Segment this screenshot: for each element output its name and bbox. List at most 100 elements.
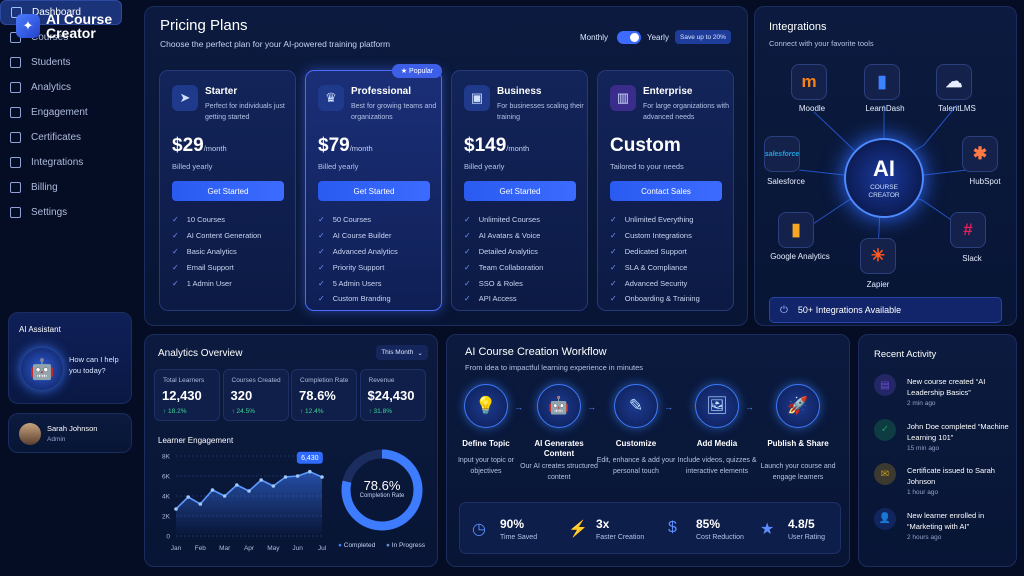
monthly-label[interactable]: Monthly bbox=[580, 33, 609, 42]
stat-card-completion-rate: Completion Rate 78.6% ↑ 12.4% bbox=[291, 369, 357, 421]
talentlms-icon[interactable]: ☁ bbox=[936, 64, 972, 100]
robot-icon[interactable]: 🤖 bbox=[537, 384, 581, 428]
y-tick-label: 2K bbox=[162, 514, 171, 521]
stat-label: Completion Rate bbox=[300, 377, 349, 384]
activity-time: 2 min ago bbox=[907, 400, 936, 407]
metric-value: 3x bbox=[596, 517, 610, 531]
data-point bbox=[259, 478, 263, 482]
course-icon: ▤ bbox=[874, 374, 896, 396]
price-amount: $79 bbox=[318, 135, 350, 156]
billing-note: Billed yearly bbox=[318, 162, 359, 171]
lightning-icon: ⚡ bbox=[568, 521, 588, 538]
period-dropdown[interactable]: This Month ⌄ bbox=[376, 345, 428, 360]
moodle-icon[interactable]: m bbox=[791, 64, 827, 100]
sidebar-item-integrations[interactable]: Integrations bbox=[0, 150, 122, 175]
get-started-button[interactable]: Get Started bbox=[172, 181, 284, 201]
pencil-icon[interactable]: ✎ bbox=[614, 384, 658, 428]
metric-value: 85% bbox=[696, 517, 721, 531]
hubspot-icon[interactable]: ✱ bbox=[962, 136, 998, 172]
image-icon[interactable]: 🖼 bbox=[695, 384, 739, 428]
certificate-icon: ✉ bbox=[874, 463, 896, 485]
salesforce-icon[interactable]: salesforce bbox=[764, 136, 800, 172]
step-title: Add Media bbox=[696, 439, 738, 448]
integration-label: LearnDash bbox=[865, 104, 905, 113]
metric-value: 4.8/5 bbox=[788, 517, 815, 531]
plan-name: Starter bbox=[205, 86, 238, 97]
feature-item: API Access bbox=[464, 291, 543, 307]
get-started-button[interactable]: Get Started bbox=[318, 181, 430, 201]
data-point bbox=[308, 469, 312, 474]
feature-item: 1 Admin User bbox=[172, 275, 261, 291]
plan-card-business: ▣ Business For businesses scaling their tr… bbox=[451, 70, 588, 311]
stat-label: Courses Created bbox=[231, 377, 281, 384]
step-title: Publish & Share bbox=[767, 439, 829, 448]
yearly-label[interactable]: Yearly bbox=[647, 33, 669, 42]
step-title: Customize bbox=[615, 439, 657, 448]
pricing-subtitle: Choose the perfect plan for your AI-powe… bbox=[160, 39, 391, 49]
sidebar-item-students[interactable]: Students bbox=[0, 50, 122, 75]
integrations-subtitle: Connect with your favorite tools bbox=[769, 39, 874, 48]
integration-label: Salesforce bbox=[767, 177, 805, 186]
integrations-count-bar[interactable]: ⏻ 50+ Integrations Available bbox=[769, 297, 1002, 323]
sidebar-item-billing[interactable]: Billing bbox=[0, 175, 122, 200]
billing-note: Tailored to your needs bbox=[610, 162, 684, 171]
plan-name: Business bbox=[497, 86, 542, 97]
feature-list: Unlimited CoursesAI Avatars & VoiceDetai… bbox=[464, 212, 544, 307]
lightbulb-icon[interactable]: 💡 bbox=[464, 384, 508, 428]
arrow-right-icon: → bbox=[514, 402, 524, 412]
plan-price: $149/month bbox=[464, 135, 529, 157]
step-title: Define Topic bbox=[462, 439, 510, 448]
slack-icon[interactable]: # bbox=[950, 212, 986, 248]
y-tick-label: 4K bbox=[162, 494, 171, 501]
x-tick-label: Apr bbox=[244, 545, 255, 552]
activity-text: John Doe completed “Machine Learning 101… bbox=[907, 421, 1009, 442]
integration-label: Zapier bbox=[866, 280, 890, 289]
feature-list: 50 CoursesAI Course BuilderAdvanced Anal… bbox=[318, 212, 398, 307]
feature-item: SSO & Roles bbox=[464, 275, 543, 291]
billing-toggle[interactable] bbox=[617, 31, 641, 44]
sidebar-item-settings[interactable]: Settings bbox=[0, 200, 122, 225]
stat-card-total-learners: Total Learners 12,430 ↑ 18.2% bbox=[154, 369, 220, 421]
app-title: AI Course Creator bbox=[46, 11, 113, 41]
data-point bbox=[247, 489, 251, 493]
assistant-message: How can I help you today? bbox=[69, 355, 119, 375]
feature-item: AI Avatars & Voice bbox=[464, 228, 543, 244]
sidebar-item-engagement[interactable]: Engagement bbox=[0, 100, 122, 125]
metric-label: Faster Creation bbox=[596, 534, 645, 541]
user-profile[interactable]: Sarah Johnson Admin bbox=[8, 413, 132, 453]
avatar bbox=[19, 423, 41, 445]
hub-subtitle: COURSE CREATOR bbox=[868, 184, 900, 199]
period-value: This Month bbox=[381, 349, 414, 356]
step-description: Edit, enhance & add your personal touch bbox=[596, 457, 676, 475]
feature-item: Email Support bbox=[172, 259, 261, 275]
rocket-icon[interactable]: 🚀 bbox=[776, 384, 820, 428]
sidebar-item-analytics[interactable]: Analytics bbox=[0, 75, 122, 100]
plan-price: Custom bbox=[610, 135, 681, 157]
feature-item: AI Content Generation bbox=[172, 228, 262, 244]
feature-item: Team Collaboration bbox=[464, 259, 544, 275]
plan-price: $79/month bbox=[318, 135, 373, 157]
step-title: AI Generates Content bbox=[534, 439, 584, 458]
plug-icon: ⏻ bbox=[780, 304, 788, 316]
callout-label: 6,430 bbox=[301, 455, 319, 462]
sidebar-item-label: Integrations bbox=[31, 157, 84, 168]
get-started-button[interactable]: Get Started bbox=[464, 181, 576, 201]
ai-assistant-card[interactable]: AI Assistant 🤖 How can I help you today? bbox=[8, 312, 132, 404]
google-analytics-icon[interactable]: ▮ bbox=[778, 212, 814, 248]
engagement-title: Learner Engagement bbox=[158, 436, 234, 445]
contact-sales-button[interactable]: Contact Sales bbox=[610, 181, 722, 201]
zapier-icon[interactable]: ✳ bbox=[860, 238, 896, 274]
stat-value: 78.6% bbox=[299, 388, 336, 403]
feature-item: Detailed Analytics bbox=[464, 244, 543, 260]
data-point bbox=[235, 483, 239, 487]
x-tick-label: Jul bbox=[318, 545, 327, 552]
activity-time: 15 min ago bbox=[907, 444, 940, 452]
clock-icon: ◷ bbox=[472, 521, 486, 538]
briefcase-icon: ▣ bbox=[464, 85, 490, 111]
learndash-icon[interactable]: ▮ bbox=[864, 64, 900, 100]
metrics-bar bbox=[459, 502, 841, 554]
metric-label: Cost Reduction bbox=[696, 534, 744, 541]
data-point bbox=[186, 495, 190, 499]
sidebar-item-certificates[interactable]: Certificates bbox=[0, 125, 122, 150]
y-tick-label: 6K bbox=[162, 474, 171, 481]
